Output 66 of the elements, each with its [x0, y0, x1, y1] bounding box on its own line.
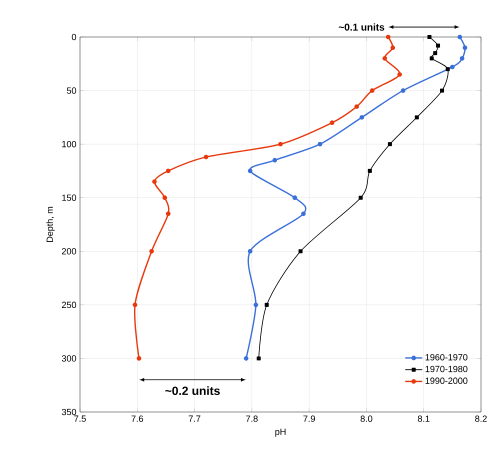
point	[440, 88, 444, 93]
point	[354, 104, 359, 109]
legend-label: 1990-2000	[426, 378, 468, 384]
point	[458, 34, 462, 40]
y-tick-label: 100	[62, 140, 76, 148]
point	[400, 88, 406, 93]
x-tick-label: 7.5	[74, 416, 86, 422]
point	[436, 44, 440, 48]
point	[414, 115, 419, 120]
point	[450, 64, 455, 70]
point	[149, 248, 154, 254]
point	[301, 211, 306, 216]
point	[162, 195, 168, 200]
point	[244, 356, 248, 361]
point	[152, 179, 157, 184]
point	[256, 356, 261, 360]
x-tick-label: 7.9	[303, 416, 315, 422]
y-tick-label: 250	[62, 302, 76, 308]
point	[358, 196, 363, 200]
point	[360, 115, 364, 120]
point	[166, 211, 171, 216]
point	[460, 56, 464, 61]
y-tick-label: 0	[72, 34, 76, 40]
point	[204, 154, 208, 160]
point	[390, 45, 396, 50]
point	[248, 248, 252, 254]
x-tick-label: 8.0	[360, 416, 372, 422]
x-tick-label: 7.8	[246, 416, 258, 422]
point	[446, 67, 450, 72]
point	[330, 120, 334, 126]
point	[397, 72, 402, 77]
point	[370, 88, 374, 93]
point	[386, 34, 390, 40]
point	[388, 142, 392, 146]
legend-label: 1960-1970	[426, 354, 468, 360]
x-tick-label: 8.1	[418, 416, 430, 422]
point	[430, 56, 434, 60]
y-tick-label: 150	[62, 194, 76, 201]
point	[382, 56, 388, 61]
point	[254, 302, 258, 308]
y-axis-title: Depth, m	[46, 206, 55, 242]
y-tick-label: 350	[62, 408, 76, 416]
point	[298, 249, 303, 254]
point	[292, 195, 298, 200]
point	[248, 168, 252, 174]
point	[132, 302, 138, 308]
point	[166, 168, 171, 174]
text: ~0.1 units	[338, 23, 384, 31]
legend-label: 1970-1980	[426, 366, 468, 372]
point	[427, 35, 432, 39]
point	[264, 302, 269, 307]
point	[278, 142, 283, 146]
y-tick-label: 50	[66, 87, 76, 94]
point	[272, 158, 278, 163]
y-tick-label: 200	[62, 248, 76, 254]
x-tick-label: 7.7	[188, 416, 200, 422]
x-tick-label: 7.6	[132, 416, 144, 422]
point	[136, 356, 142, 361]
annotation: ~0.2 units	[165, 386, 220, 396]
x-axis-title: pH	[275, 428, 286, 437]
point	[318, 142, 322, 146]
point	[368, 168, 372, 173]
y-tick-label: 300	[62, 355, 76, 362]
point	[462, 45, 468, 50]
x-tick-label: 8.2	[475, 416, 487, 422]
point	[433, 51, 438, 56]
